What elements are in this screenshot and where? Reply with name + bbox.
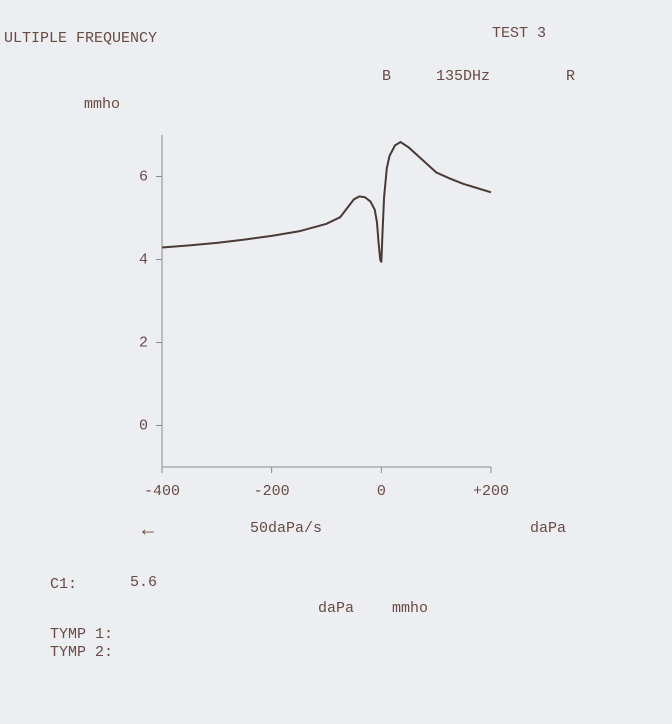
test-label: TEST 3 — [492, 25, 546, 42]
x-tick-label: +200 — [473, 483, 509, 500]
tymp-label: TYMP 1: — [50, 626, 113, 643]
readout-unit: mmho — [392, 600, 428, 617]
tymp-label: TYMP 2: — [50, 644, 113, 661]
header-mark: B — [382, 68, 391, 85]
x-axis-label: daPa — [530, 520, 566, 537]
speed-arrow: ← — [142, 519, 154, 542]
readout-unit: daPa — [318, 600, 354, 617]
x-tick-label: -400 — [144, 483, 180, 500]
x-tick-label: 0 — [377, 483, 386, 500]
chart-title: ULTIPLE FREQUENCY — [4, 30, 157, 47]
y-tick-label: 2 — [139, 334, 148, 351]
x-tick-label: -200 — [254, 483, 290, 500]
readout-value: 5.6 — [130, 574, 157, 591]
y-tick-label: 0 — [139, 417, 148, 434]
y-tick-label: 6 — [139, 168, 148, 185]
header-mark: 135DHz — [436, 68, 490, 85]
curve — [161, 140, 492, 263]
speed-label: 50daPa/s — [250, 520, 322, 537]
header-mark: R — [566, 68, 575, 85]
readout-label: C1: — [50, 576, 77, 593]
y-axis-label: mmho — [84, 96, 120, 113]
y-tick-label: 4 — [139, 251, 148, 268]
